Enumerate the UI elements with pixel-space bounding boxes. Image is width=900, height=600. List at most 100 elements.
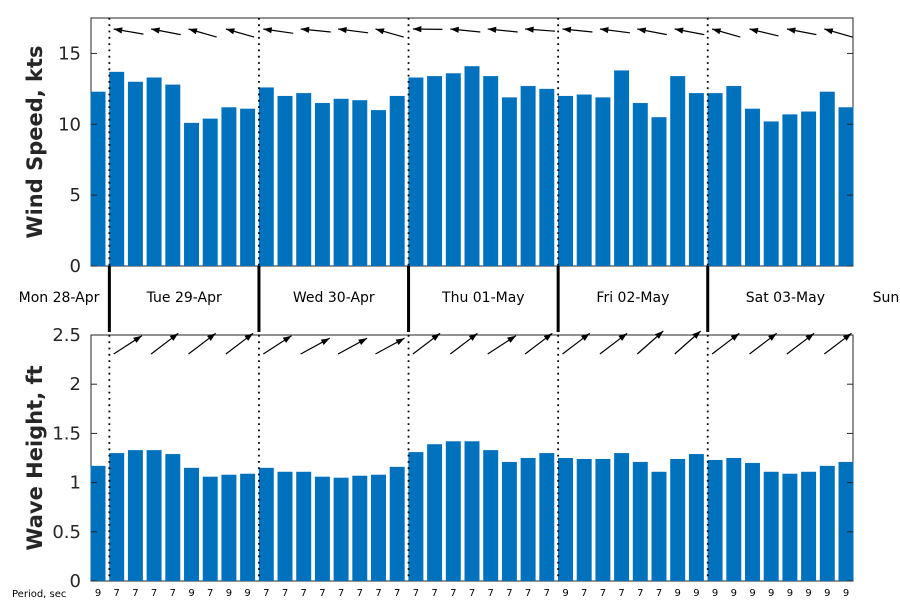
wind-arrowhead <box>113 27 123 34</box>
wind-bar <box>445 73 461 267</box>
period-value: 7 <box>338 588 344 599</box>
wave-bar <box>595 458 611 581</box>
wind-bar <box>165 84 181 266</box>
wind-bar <box>838 107 854 266</box>
wind-ytick-label: 10 <box>58 114 81 135</box>
wind-bar <box>782 114 798 267</box>
period-value: 7 <box>488 588 494 599</box>
wind-arrowhead <box>712 28 722 35</box>
wave-arrowhead <box>581 333 590 341</box>
wind-bar <box>202 118 218 267</box>
wind-arrowhead <box>749 28 759 34</box>
wave-arrowhead <box>768 333 777 341</box>
wind-bar <box>688 93 704 266</box>
period-value: 7 <box>544 588 550 599</box>
period-value: 7 <box>282 588 288 599</box>
wind-bar <box>539 88 555 266</box>
wave-bar <box>90 465 106 581</box>
wave-bar <box>127 450 143 581</box>
wave-ytick-label: 2.5 <box>52 325 81 346</box>
wind-bar <box>595 97 611 266</box>
period-value: 7 <box>263 588 269 599</box>
wind-bar <box>240 108 256 266</box>
day-label: Tue 29-Apr <box>146 290 222 306</box>
wave-bar <box>483 450 499 581</box>
period-row: 9 7 7 7 7 9 7 9 9 7 7 7 7 7 7 7 7 7 7 7 7 7 7 7 7 9 7 7 7 7 7 9 9 9 9 9 9 9 9 9… <box>95 588 849 599</box>
wave-bar <box>371 474 386 581</box>
wave-bar <box>726 458 742 581</box>
period-value: 7 <box>450 588 456 599</box>
wave-bar <box>427 444 443 581</box>
wind-arrowhead <box>225 28 235 35</box>
wave-ytick-label: 1 <box>70 473 81 494</box>
wind-arrowhead <box>300 26 310 33</box>
period-value: 7 <box>394 588 400 599</box>
wave-bar <box>408 452 424 581</box>
wave-height-bars <box>90 441 854 581</box>
wave-bar <box>277 471 293 581</box>
wave-bar <box>782 473 798 581</box>
wave-bar <box>576 458 592 581</box>
wind-bar <box>146 77 162 267</box>
wind-arrowhead <box>375 28 385 35</box>
wave-arrowhead <box>618 333 628 341</box>
wave-bar <box>520 458 536 581</box>
wave-ytick-label: 0 <box>70 571 81 592</box>
wave-bar <box>146 450 162 581</box>
period-label: Period, sec <box>12 589 66 600</box>
period-value: 7 <box>637 588 643 599</box>
wave-bar <box>670 458 686 581</box>
wave-bar <box>614 453 630 581</box>
period-value: 7 <box>600 588 606 599</box>
wave-bar <box>184 467 199 581</box>
wind-bar <box>632 103 648 266</box>
wave-arrowhead <box>692 331 701 339</box>
period-value: 9 <box>226 588 232 599</box>
wind-bar <box>333 98 349 266</box>
wind-bar <box>389 95 405 266</box>
wave-bar <box>296 471 312 581</box>
wind-arrowhead <box>263 27 273 34</box>
wind-bar <box>763 121 779 266</box>
wind-bar <box>670 76 686 266</box>
wave-bar <box>109 453 125 581</box>
period-value: 9 <box>675 588 681 599</box>
period-value: 7 <box>114 588 120 599</box>
wind-bar <box>745 108 760 266</box>
wind-bar <box>427 76 443 266</box>
wind-arrowhead <box>487 26 497 33</box>
wind-bar <box>408 77 424 267</box>
period-value: 7 <box>319 588 325 599</box>
period-value: 9 <box>824 588 830 599</box>
wave-arrowhead <box>169 333 179 341</box>
period-value: 7 <box>357 588 363 599</box>
wave-bar <box>819 465 835 581</box>
period-value: 7 <box>207 588 213 599</box>
period-value: 9 <box>749 588 755 599</box>
wave-arrowhead <box>507 335 516 343</box>
wind-arrowhead <box>674 27 684 34</box>
wave-bar <box>258 467 274 581</box>
wind-bar <box>726 86 742 267</box>
period-value: 7 <box>170 588 176 599</box>
day-label: Thu 01-May <box>441 290 525 306</box>
wave-bar <box>501 461 517 581</box>
wind-bar <box>109 71 125 266</box>
day-separators <box>107 18 710 581</box>
wave-bar <box>352 475 368 581</box>
wave-arrowhead <box>842 333 852 341</box>
wave-arrowhead <box>730 333 740 341</box>
day-label: Fri 02-May <box>596 290 669 306</box>
wave-arrowhead <box>207 333 216 341</box>
wave-arrowhead <box>805 333 815 341</box>
wave-arrowhead <box>543 333 553 341</box>
period-value: 7 <box>431 588 437 599</box>
period-value: 9 <box>712 588 718 599</box>
wave-bar <box>763 471 779 581</box>
wave-bar <box>801 471 817 581</box>
wave-ytick-label: 2 <box>70 374 81 395</box>
wave-bar <box>838 461 854 581</box>
wave-bar <box>558 458 573 581</box>
wind-bar <box>819 91 835 266</box>
